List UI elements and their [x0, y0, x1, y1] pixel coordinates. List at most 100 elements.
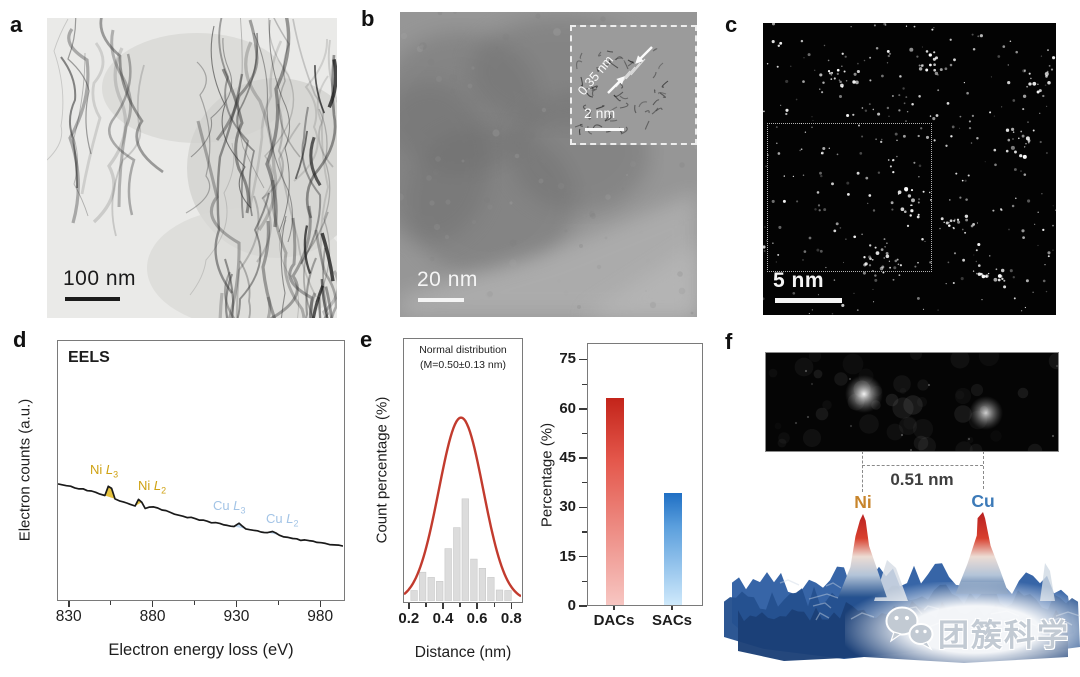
barchart-y-minor-tick [582, 580, 587, 582]
eels-peak-label-cu-l3: Cu L3 [213, 499, 246, 516]
eels-x-tick-label: 880 [139, 608, 166, 625]
percentage-bar-chart-box [587, 343, 703, 606]
barchart-y-tick-label: 15 [559, 547, 576, 565]
panel-c-scalebar [775, 298, 842, 303]
histogram-x-axis-label: Distance (nm) [414, 644, 512, 661]
barchart-y-tick [579, 605, 587, 607]
panel-c-letter: c [725, 12, 738, 37]
eels-spectrum-curve [57, 483, 344, 547]
ni-dashed-connector [862, 451, 863, 492]
region-of-interest-box [767, 123, 932, 272]
barchart-y-minor-tick [582, 531, 587, 533]
panel-b-inset: 0.35 nm 2 nm [570, 25, 697, 145]
histogram-y-axis-label: Count percentage (%) [373, 396, 391, 544]
bar-DACs [606, 397, 624, 605]
ni-atom-label: Ni [854, 492, 872, 512]
watermark-text: 团簇科学 [938, 618, 1070, 653]
distance-histogram [403, 416, 522, 602]
panel-b-scalebar-label: 20 nm [417, 268, 478, 291]
edge-letter: L [105, 462, 114, 477]
eels-x-minor-tick [277, 601, 279, 605]
hist-x-minor-tick [493, 603, 495, 607]
eels-title: EELS [68, 349, 110, 366]
hist-x-tick [408, 603, 410, 609]
eels-x-minor-tick [109, 601, 112, 605]
hist-x-tick-label: 0.4 [432, 610, 454, 627]
panel-b-hrtem-image: 20 nm 0.35 nm 2 nm [400, 12, 697, 317]
cu-atom-label: Cu [971, 491, 995, 511]
barchart-y-tick-label: 45 [559, 449, 576, 467]
eels-y-axis-label: Electron counts (a.u.) [16, 398, 34, 542]
edge-letter: L [153, 478, 162, 493]
element-symbol: Cu [266, 511, 283, 526]
panel-c-haadf-image: 5 nm [763, 23, 1056, 315]
barchart-y-tick [579, 408, 587, 410]
eels-x-axis-label: Electron energy loss (eV) [108, 641, 294, 659]
panel-c-scalebar-label: 5 nm [773, 269, 825, 292]
histogram-annotation-line2: (M=0.50±0.13 nm) [419, 359, 506, 371]
barchart-y-tick [579, 506, 587, 509]
panel-b-letter: b [361, 6, 375, 31]
eels-x-tick [319, 601, 321, 607]
hist-x-tick-label: 0.2 [398, 610, 420, 627]
panel-f-atom-pair-image [765, 352, 1059, 452]
bar-category-label: DACs [593, 612, 635, 629]
inset-lattice-texture [572, 27, 695, 143]
edge-subscript: 2 [293, 518, 299, 529]
inset-scalebar [585, 128, 624, 131]
barchart-y-minor-tick [582, 383, 587, 385]
barchart-x-tick [671, 606, 673, 610]
edge-subscript: 3 [113, 469, 119, 480]
panel-e-letter: e [360, 327, 373, 352]
panel-a-letter: a [10, 12, 23, 37]
cu-dashed-connector [983, 451, 984, 489]
edge-letter: L [233, 498, 241, 513]
hist-x-tick-label: 0.6 [466, 610, 488, 627]
distance-dashed-line [862, 465, 983, 466]
eels-plot-box [57, 340, 345, 601]
histogram-annotation-line1: Normal distribution [419, 344, 507, 356]
hist-x-tick [510, 603, 512, 609]
hist-x-tick-label: 0.8 [500, 610, 522, 627]
panel-f-letter: f [725, 329, 733, 354]
wechat-logo-icon [885, 606, 934, 651]
barchart-y-tick-label: 0 [567, 597, 576, 614]
panel-a-scalebar-label: 100 nm [63, 267, 137, 290]
bar-SACs [664, 493, 682, 605]
element-symbol: Cu [213, 498, 230, 513]
edge-letter: L [286, 511, 294, 526]
panel-d-letter: d [13, 327, 27, 352]
histogram-plot-box [403, 338, 523, 603]
eels-x-tick [235, 601, 238, 607]
edge-subscript: 3 [240, 505, 246, 516]
eels-x-minor-tick [193, 601, 196, 605]
element-symbol: Ni [138, 478, 151, 493]
hist-x-tick [476, 603, 478, 609]
atom-pair-blobs [766, 353, 1058, 451]
atom-dots-texture [763, 23, 1056, 315]
hist-x-minor-tick [425, 603, 427, 607]
barchart-y-minor-tick [582, 432, 587, 434]
atom-distance-label: 0.51 nm [890, 470, 954, 489]
barchart-y-tick [579, 358, 587, 361]
eels-x-tick [151, 601, 154, 607]
barchart-y-tick-label: 75 [559, 350, 576, 368]
barchart-y-tick-label: 60 [559, 399, 576, 417]
barchart-y-tick [579, 457, 587, 459]
eels-x-tick-label: 930 [223, 608, 250, 625]
inset-scalebar-label: 2 nm [584, 105, 616, 121]
panel-a-scalebar [65, 297, 120, 301]
watermark-glow [845, 582, 1080, 677]
element-symbol: Ni [90, 462, 103, 477]
eels-peak-label-ni-l2: Ni L2 [138, 479, 166, 496]
eels-peak-label-ni-l3: Ni L3 [90, 463, 118, 480]
eels-x-tick [68, 601, 70, 607]
panel-a-tem-image: 100 nm [47, 18, 337, 318]
hist-x-tick [442, 603, 444, 609]
bar-category-label: SACs [651, 612, 692, 629]
hist-x-minor-tick [459, 603, 461, 607]
panel-b-scalebar [418, 298, 464, 302]
barchart-y-minor-tick [582, 482, 587, 484]
barchart-x-tick [613, 606, 615, 610]
